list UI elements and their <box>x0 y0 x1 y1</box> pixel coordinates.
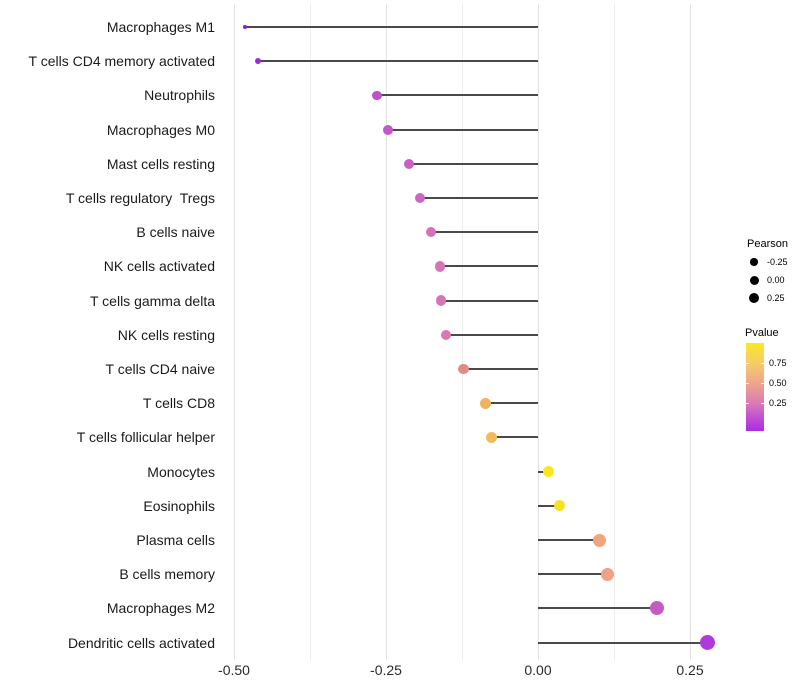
category-label: T cells CD4 memory activated <box>28 53 215 70</box>
category-label: Macrophages M2 <box>106 600 215 617</box>
category-label: Mast cells resting <box>106 155 215 172</box>
category-label: T cells CD8 <box>142 395 215 412</box>
legend-pearson-dot <box>749 275 759 285</box>
pvalue-tick-mark <box>761 403 764 404</box>
lollipop-dot <box>480 397 492 409</box>
pvalue-tick-label: 0.25 <box>769 398 787 408</box>
lollipop-stem <box>538 573 608 576</box>
lollipop-dot <box>542 466 554 478</box>
legend-pearson-item-label: 0.25 <box>767 293 785 303</box>
lollipop-stem <box>440 265 538 268</box>
lollipop-dot <box>404 158 415 169</box>
lollipop-dot <box>553 500 565 512</box>
category-label: Monocytes <box>147 463 215 480</box>
pvalue-tick-label: 0.50 <box>769 378 787 388</box>
x-axis-tick-label: -0.25 <box>370 662 402 678</box>
lollipop-dot <box>592 533 606 547</box>
lollipop-dot <box>414 192 426 204</box>
lollipop-stem <box>491 436 538 439</box>
category-label: Plasma cells <box>136 532 215 548</box>
legend-pearson-item-label: 0.00 <box>767 275 785 285</box>
legend-pvalue-title: Pvalue <box>745 327 779 339</box>
lollipop-stem <box>538 539 600 541</box>
lollipop-stem <box>463 368 538 370</box>
legend-pearson-item-label: -0.25 <box>767 257 788 267</box>
lollipop-dot <box>649 601 664 616</box>
gridline-minor <box>614 4 615 660</box>
lollipop-dot <box>601 567 615 581</box>
category-label: Neutrophils <box>144 87 215 104</box>
category-label: Macrophages M0 <box>106 121 215 138</box>
category-label: Dendritic cells activated <box>67 634 215 651</box>
pvalue-tick-mark <box>761 383 764 384</box>
gridline-major <box>386 4 387 660</box>
lollipop-dot <box>242 24 248 30</box>
lollipop-stem <box>485 402 538 405</box>
legend-pearson-dot <box>750 258 758 266</box>
gridline-major <box>538 4 539 660</box>
x-axis-tick-label: 0.25 <box>676 662 704 678</box>
gridline-minor <box>462 4 463 660</box>
lollipop-dot <box>700 635 716 651</box>
lollipop-dot <box>435 295 446 306</box>
lollipop-stem <box>446 333 538 336</box>
lollipop-stem <box>538 504 560 507</box>
legend-pearson-title: Pearson <box>747 238 788 250</box>
category-label: B cells memory <box>119 566 215 583</box>
lollipop-dot <box>486 431 498 443</box>
category-label: T cells gamma delta <box>89 292 215 309</box>
pvalue-tick-mark <box>746 403 749 404</box>
category-label: T cells regulatory Tregs <box>65 190 215 206</box>
lollipop-stem <box>409 162 538 165</box>
lollipop-dot <box>254 58 261 65</box>
lollipop-dot <box>434 261 446 272</box>
pvalue-tick-label: 0.75 <box>769 358 787 368</box>
lollipop-dot <box>441 329 452 340</box>
lollipop-stem <box>431 231 538 234</box>
category-label: T cells follicular helper <box>76 429 215 446</box>
lollipop-stem <box>440 299 538 302</box>
category-label: NK cells activated <box>103 258 215 275</box>
gridline-major <box>690 4 691 660</box>
pvalue-colorbar <box>746 343 764 431</box>
x-axis-tick-label: -0.50 <box>218 662 250 678</box>
pvalue-tick-mark <box>746 383 749 384</box>
lollipop-stem <box>420 197 538 199</box>
category-label: NK cells resting <box>117 326 215 343</box>
category-label: Macrophages M1 <box>106 19 215 35</box>
lollipop-dot <box>458 363 470 375</box>
lollipop-dot <box>383 124 394 135</box>
gridline-major <box>234 4 235 660</box>
lollipop-stem <box>376 94 538 97</box>
legend-pearson-dot <box>748 292 760 304</box>
gridline-minor <box>310 4 311 660</box>
lollipop-stem <box>257 60 538 63</box>
category-label: B cells naive <box>136 224 215 241</box>
pvalue-tick-mark <box>761 363 764 364</box>
category-label: Eosinophils <box>143 497 215 514</box>
lollipop-stem <box>538 607 657 610</box>
pvalue-tick-mark <box>746 363 749 364</box>
lollipop-stem <box>244 26 538 28</box>
lollipop-dot <box>372 90 382 101</box>
lollipop-stem <box>538 641 708 644</box>
x-axis-tick-label: 0.00 <box>524 662 552 678</box>
lollipop-dot <box>425 227 437 238</box>
lollipop-stem <box>388 128 538 131</box>
category-label: T cells CD4 naive <box>105 361 215 377</box>
